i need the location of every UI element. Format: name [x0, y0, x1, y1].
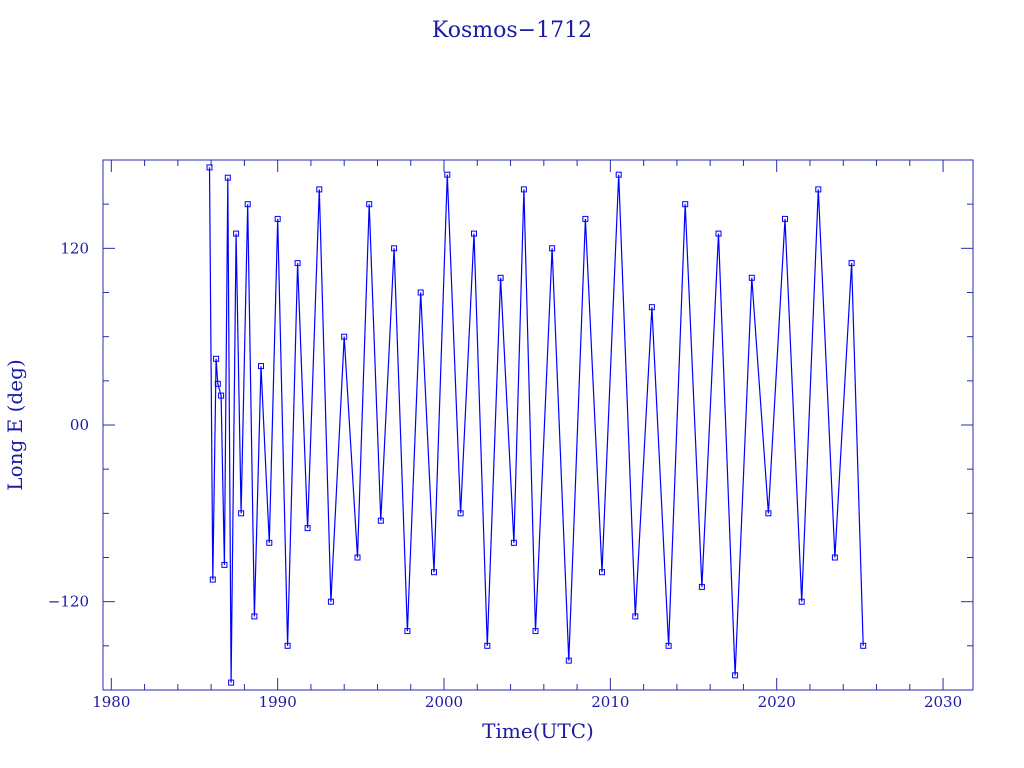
data-point — [520, 186, 527, 193]
data-point — [228, 679, 235, 686]
data-point — [251, 613, 258, 620]
data-point — [444, 171, 451, 178]
data-point — [782, 215, 788, 222]
data-point — [765, 510, 772, 517]
data-point — [354, 554, 361, 561]
data-point — [565, 657, 572, 664]
data-point — [549, 245, 556, 252]
data-point — [815, 186, 822, 193]
x-axis: 1980 1990 2000 2010 2020 2030 — [92, 160, 962, 711]
data-point — [417, 289, 424, 296]
data-point — [682, 201, 689, 208]
data-point — [732, 672, 739, 679]
x-tick-label: 2030 — [924, 693, 962, 711]
data-point — [599, 569, 605, 576]
data-point — [848, 260, 855, 267]
data-point — [582, 215, 589, 222]
data-point — [221, 561, 228, 568]
data-point — [233, 230, 240, 237]
data-point — [294, 260, 301, 267]
data-point — [206, 164, 213, 171]
chart-title: Kosmos−1712 — [432, 18, 592, 43]
data-point — [304, 525, 311, 532]
data-point — [391, 245, 398, 252]
data-point — [632, 613, 639, 620]
data-point — [860, 642, 867, 649]
data-point — [284, 642, 291, 649]
y-tick-label: −120 — [48, 593, 89, 611]
data-point — [244, 201, 251, 208]
data-point — [327, 598, 334, 605]
data-point — [484, 642, 491, 649]
data-point — [209, 576, 216, 583]
data-point — [510, 539, 517, 546]
data-point — [218, 392, 225, 399]
y-tick-label: 120 — [60, 239, 89, 257]
data-point — [213, 355, 220, 362]
data-point — [266, 539, 273, 546]
data-point — [615, 171, 622, 178]
data-point — [377, 517, 384, 524]
data-point — [457, 510, 464, 517]
data-point — [404, 628, 411, 635]
data-point — [748, 274, 755, 281]
data-point — [258, 363, 264, 370]
x-tick-label: 1990 — [259, 693, 297, 711]
data-point — [532, 628, 539, 635]
data-point — [798, 598, 805, 605]
plot-area — [206, 164, 867, 686]
data-point — [831, 554, 838, 561]
series-line — [208, 167, 864, 683]
data-point — [431, 569, 437, 576]
data-point — [214, 380, 221, 387]
data-point — [497, 274, 504, 281]
data-point — [316, 186, 323, 193]
data-point — [366, 201, 373, 208]
data-series — [206, 164, 867, 686]
y-tick-label: 00 — [70, 416, 89, 434]
y-axis: −120 00 120 — [48, 203, 973, 647]
data-point — [224, 174, 231, 181]
data-point — [698, 583, 705, 590]
data-point — [471, 230, 477, 237]
data-point — [238, 510, 245, 517]
data-point — [715, 230, 722, 237]
x-tick-label: 2000 — [425, 693, 463, 711]
x-tick-label: 2010 — [591, 693, 629, 711]
x-axis-label: Time(UTC) — [482, 719, 594, 743]
data-point — [665, 642, 672, 649]
data-point — [648, 304, 655, 311]
x-tick-label: 2020 — [758, 693, 796, 711]
x-tick-label: 1980 — [92, 693, 130, 711]
data-point — [274, 215, 281, 222]
data-point — [341, 333, 348, 340]
y-axis-label: Long E (deg) — [3, 359, 27, 490]
